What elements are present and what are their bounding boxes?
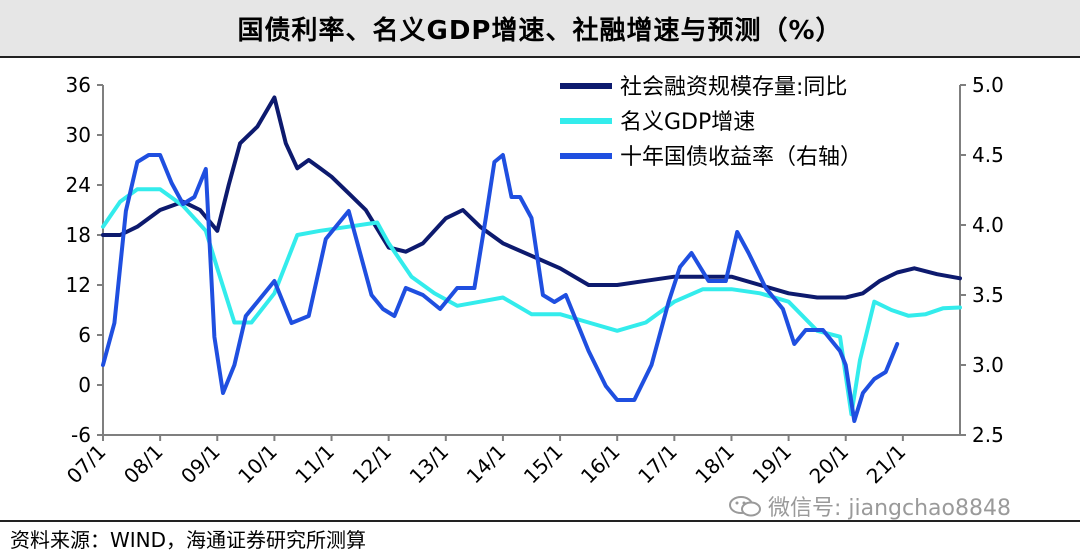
x-axis-tick-label: 11/1 <box>290 440 339 489</box>
chart-title: 国债利率、名义GDP增速、社融增速与预测（%） <box>237 15 843 46</box>
x-axis-tick-label: 13/1 <box>405 440 454 489</box>
x-axis-tick-label: 16/1 <box>576 440 625 489</box>
x-axis-tick-label: 08/1 <box>119 440 168 489</box>
x-axis-tick-label: 10/1 <box>233 440 282 489</box>
chart-area: -6 0 6 12 18 24 30 36 2.5 3.0 3.5 4.0 4.5 5.0 07/1 08/1… <box>62 73 1004 488</box>
x-axis-tick-label: 19/1 <box>747 440 796 489</box>
right-axis-tick-label: 5.0 <box>972 73 1004 97</box>
left-axis-tick-label: 24 <box>66 173 91 197</box>
right-axis-tick-label: 4.0 <box>972 213 1004 237</box>
x-axis-tick-label: 12/1 <box>347 440 396 489</box>
right-axis-tick-label: 4.5 <box>972 143 1004 167</box>
left-axis-tick-label: 0 <box>78 373 91 397</box>
legend-label: 十年国债收益率（右轴） <box>620 145 862 170</box>
social-financing-line <box>101 95 962 300</box>
x-axis-tick-label: 14/1 <box>462 440 511 489</box>
title-bar: 国债利率、名义GDP增速、社融增速与预测（%） <box>0 0 1080 56</box>
right-axis-tick-label: 3.5 <box>972 283 1004 307</box>
legend-label: 社会融资规模存量:同比 <box>620 75 847 100</box>
nominal-gdp-line <box>101 187 962 417</box>
left-axis-tick-label: 6 <box>78 323 91 347</box>
legend-label: 名义GDP增速 <box>620 110 755 135</box>
x-axis-tick-label: 15/1 <box>519 440 568 489</box>
top-rule <box>0 56 1080 58</box>
right-axis-tick-label: 3.0 <box>972 353 1004 377</box>
series-group <box>101 95 962 423</box>
bottom-rule <box>0 520 1080 522</box>
x-axis-tick-label: 07/1 <box>62 440 111 489</box>
x-axis-tick-label: 21/1 <box>862 440 911 489</box>
axes-group: -6 0 6 12 18 24 30 36 2.5 3.0 3.5 4.0 4.5 5.0 07/1 08/1… <box>62 73 1004 488</box>
left-axis-tick-label: -6 <box>71 423 91 447</box>
right-axis-tick-label: 2.5 <box>972 423 1004 447</box>
left-axis-tick-label: 12 <box>66 273 91 297</box>
watermark: 微信号: jiangchao8848 <box>728 490 1011 522</box>
x-axis-tick-label: 18/1 <box>690 440 739 489</box>
wechat-icon <box>729 496 761 517</box>
x-axis-tick-label: 17/1 <box>633 440 682 489</box>
x-axis-tick-label: 09/1 <box>176 440 225 489</box>
left-axis-tick-label: 18 <box>66 223 91 247</box>
x-axis-tick-label: 20/1 <box>805 440 854 489</box>
treasury-yield-line <box>101 153 900 423</box>
left-axis-tick-label: 36 <box>66 73 91 97</box>
source-note: 资料来源：WIND，海通证券研究所测算 <box>10 528 367 552</box>
watermark-text: 微信号: jiangchao8848 <box>768 496 1011 521</box>
left-axis-tick-label: 30 <box>66 123 91 147</box>
